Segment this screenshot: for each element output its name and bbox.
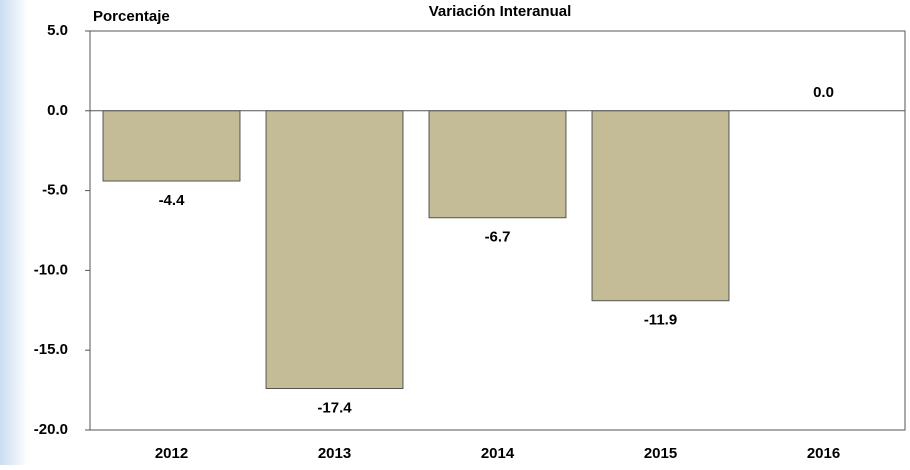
y-tick-label: 0.0 xyxy=(47,102,68,119)
data-label: -11.9 xyxy=(644,312,677,329)
x-tick-label: 2016 xyxy=(807,445,840,462)
x-tick-label: 2014 xyxy=(481,445,515,462)
background-strip xyxy=(0,0,28,465)
bar xyxy=(265,110,404,390)
data-label: 0.0 xyxy=(813,84,834,101)
bar xyxy=(428,110,567,219)
y-tick-label: -20.0 xyxy=(34,421,68,438)
y-axis-label: Porcentaje xyxy=(93,8,170,25)
data-label: -6.7 xyxy=(485,229,511,246)
bar xyxy=(591,110,730,302)
bar xyxy=(102,110,241,182)
plot-area xyxy=(89,30,906,431)
data-label: -17.4 xyxy=(317,399,352,416)
data-label: -4.4 xyxy=(159,192,186,209)
y-tick-label: -5.0 xyxy=(42,182,68,199)
x-tick-label: 2015 xyxy=(644,445,677,462)
x-tick-label: 2012 xyxy=(155,445,188,462)
y-tick-label: 5.0 xyxy=(47,22,68,39)
y-tick-label: -10.0 xyxy=(34,261,68,278)
y-tick-label: -15.0 xyxy=(34,341,68,358)
x-tick-label: 2013 xyxy=(318,445,351,462)
chart-title: Variación Interanual xyxy=(429,3,572,20)
